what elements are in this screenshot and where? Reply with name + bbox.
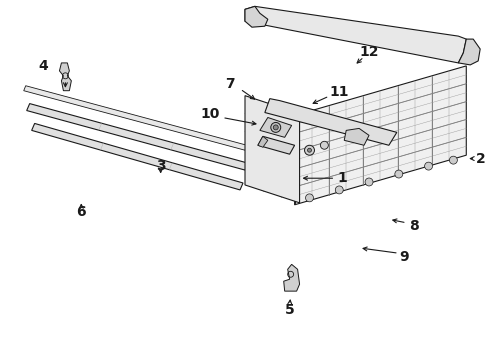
Text: 3: 3 [156, 159, 166, 173]
Polygon shape [26, 104, 248, 170]
Text: 10: 10 [200, 107, 220, 121]
Circle shape [271, 122, 281, 132]
Polygon shape [59, 63, 72, 91]
Text: 11: 11 [329, 85, 349, 99]
Polygon shape [245, 96, 299, 203]
Polygon shape [24, 86, 247, 150]
Circle shape [365, 178, 373, 186]
Polygon shape [260, 117, 292, 137]
Circle shape [308, 148, 312, 152]
Polygon shape [258, 136, 294, 154]
Text: 6: 6 [76, 205, 86, 219]
Polygon shape [245, 6, 268, 27]
Text: 4: 4 [38, 59, 48, 73]
Polygon shape [258, 136, 268, 147]
Circle shape [335, 186, 343, 194]
Text: 8: 8 [409, 220, 418, 233]
Text: 7: 7 [225, 77, 235, 91]
Text: 2: 2 [476, 152, 486, 166]
Circle shape [449, 156, 457, 164]
Polygon shape [294, 66, 466, 205]
Circle shape [273, 125, 278, 130]
Text: 1: 1 [337, 171, 347, 185]
Polygon shape [245, 6, 466, 63]
Polygon shape [265, 99, 397, 145]
Polygon shape [284, 264, 299, 291]
Text: 5: 5 [285, 303, 294, 318]
Polygon shape [344, 129, 369, 145]
Circle shape [320, 141, 328, 149]
Text: 9: 9 [399, 250, 409, 264]
Circle shape [425, 162, 433, 170]
Polygon shape [32, 123, 243, 190]
Circle shape [306, 194, 314, 202]
Text: 12: 12 [359, 45, 379, 59]
Polygon shape [458, 39, 480, 65]
Circle shape [305, 145, 315, 155]
Circle shape [395, 170, 403, 178]
